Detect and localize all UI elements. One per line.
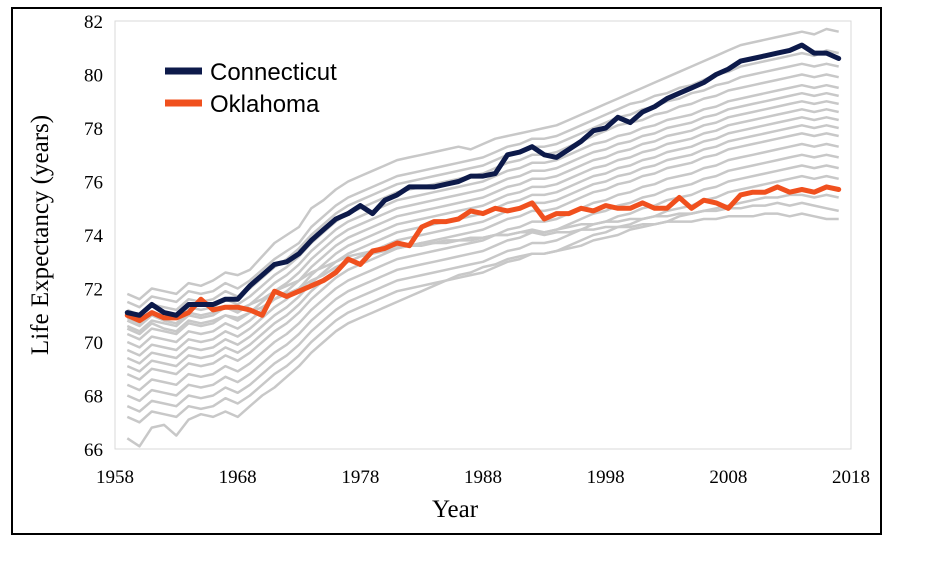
y-tick-label: 72 xyxy=(84,280,103,301)
x-tick-label: 1978 xyxy=(341,467,379,488)
x-tick-label: 1958 xyxy=(96,467,134,488)
legend-label-connecticut: Connecticut xyxy=(210,59,337,86)
background-line-12 xyxy=(126,142,839,392)
background-line-8 xyxy=(126,108,839,357)
x-tick-label: 1988 xyxy=(464,467,502,488)
background-line-15 xyxy=(126,174,839,424)
y-tick-label: 74 xyxy=(84,226,104,247)
x-axis-title: Year xyxy=(432,496,479,523)
background-line-4 xyxy=(126,73,839,325)
background-line-1 xyxy=(126,27,839,301)
y-tick-label: 82 xyxy=(84,12,103,33)
y-tick-label: 76 xyxy=(84,173,103,194)
background-line-11 xyxy=(126,132,839,381)
background-line-14 xyxy=(126,164,839,413)
y-axis-title: Life Expectancy (years) xyxy=(27,115,54,355)
y-axis-ticks: 66 68 70 72 74 76 78 80 82 xyxy=(84,12,104,461)
background-line-7 xyxy=(126,100,839,349)
y-tick-label: 68 xyxy=(84,387,103,408)
x-tick-label: 2008 xyxy=(709,467,747,488)
oklahoma-line xyxy=(124,184,842,324)
legend-label-oklahoma: Oklahoma xyxy=(210,91,320,118)
highlighted-state-lines xyxy=(124,42,842,324)
y-tick-label: 78 xyxy=(84,119,103,140)
connecticut-line xyxy=(124,42,842,318)
background-line-18 xyxy=(126,212,839,328)
background-line-13 xyxy=(126,153,839,403)
y-tick-label: 66 xyxy=(84,440,103,461)
x-tick-label: 1968 xyxy=(219,467,257,488)
x-tick-label: 2018 xyxy=(832,467,870,488)
x-axis-ticks: 1958 1968 1978 1988 1998 2008 2018 xyxy=(96,467,870,488)
plot-area xyxy=(114,20,852,450)
x-tick-label: 1998 xyxy=(587,467,625,488)
legend: Connecticut Oklahoma xyxy=(165,59,337,118)
y-tick-label: 80 xyxy=(84,66,103,87)
y-tick-label: 70 xyxy=(84,333,103,354)
background-line-10 xyxy=(126,124,839,373)
